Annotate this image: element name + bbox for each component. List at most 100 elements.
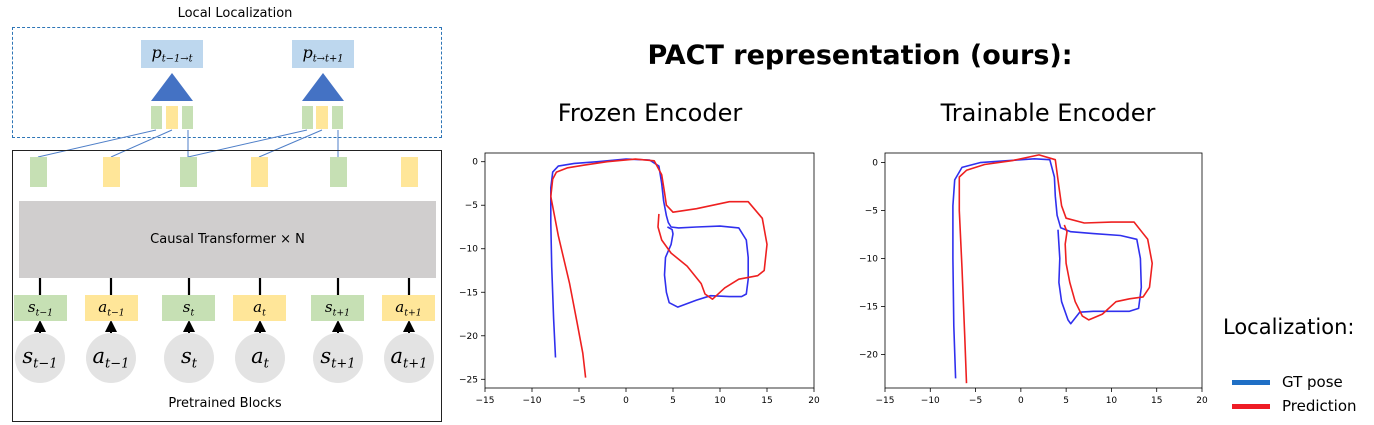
- embed-sub: t−1: [35, 307, 54, 319]
- head-2-block-s-left: [302, 106, 313, 129]
- input-circle-a-tm1: at−1: [86, 333, 136, 383]
- embed-base: s: [182, 297, 191, 316]
- input-sub: t+1: [403, 356, 428, 372]
- x-tick-label: −10: [921, 396, 940, 406]
- legend-item-gt: GT pose: [1232, 373, 1343, 391]
- input-circle-a-tp1: at+1: [384, 333, 434, 383]
- input-circle-s-tm1: st−1: [15, 333, 65, 383]
- input-sub: t−1: [33, 356, 58, 372]
- series-line-prediction: [958, 154, 1154, 384]
- x-tick-label: 5: [1063, 396, 1069, 406]
- embed-sub: t: [262, 307, 266, 319]
- x-tick-label: −5: [572, 396, 585, 406]
- head-1-base: p: [151, 43, 162, 63]
- pretrained-blocks-box: [12, 150, 442, 422]
- chart-title-frozen: Frozen Encoder: [557, 99, 743, 127]
- embed-token-a-t: at: [233, 295, 286, 321]
- embed-token-s-tp1: st+1: [311, 295, 364, 321]
- input-base: s: [320, 344, 332, 369]
- y-tick-label: −10: [859, 255, 878, 265]
- input-sub: t: [191, 356, 197, 372]
- output-token-a-2: [251, 157, 268, 187]
- output-token-a-1: [103, 157, 120, 187]
- embed-token-s-t: st: [162, 295, 215, 321]
- x-tick-label: −15: [476, 396, 495, 406]
- y-tick-label: −5: [865, 207, 878, 217]
- y-tick-label: −20: [859, 350, 878, 360]
- embed-token-a-tm1: at−1: [85, 295, 138, 321]
- head-1-block-s-right: [182, 106, 193, 129]
- output-token-a-3: [401, 157, 418, 187]
- embed-base: a: [98, 297, 108, 316]
- input-circle-s-tp1: st+1: [313, 333, 363, 383]
- embed-sub: t+1: [332, 307, 351, 319]
- y-tick-label: −5: [465, 201, 478, 211]
- y-tick-label: −20: [459, 332, 478, 342]
- embed-sub: t−1: [107, 307, 125, 319]
- y-tick-label: −25: [459, 375, 478, 385]
- input-base: s: [22, 344, 34, 369]
- head-1-sub: t−1→t: [161, 53, 193, 65]
- pretrained-blocks-label: Pretrained Blocks: [168, 396, 282, 411]
- x-tick-label: 0: [1018, 396, 1024, 406]
- embed-sub: t+1: [404, 307, 422, 319]
- y-tick-label: 0: [472, 158, 478, 168]
- y-tick-label: −15: [459, 288, 478, 298]
- embed-sub: t: [190, 307, 195, 319]
- y-tick-label: −15: [859, 302, 878, 312]
- x-tick-label: −15: [876, 396, 895, 406]
- output-token-s-3: [330, 157, 347, 187]
- output-token-s-1: [30, 157, 47, 187]
- x-tick-label: 10: [714, 396, 726, 406]
- x-tick-label: −10: [523, 396, 542, 406]
- head-triangle-1: [151, 73, 193, 101]
- plot-frame: [884, 152, 1203, 389]
- legend-swatch-prediction: [1232, 403, 1270, 409]
- results-title: PACT representation (ours):: [647, 40, 1073, 71]
- input-base: a: [92, 344, 106, 369]
- embed-base: a: [253, 297, 263, 316]
- local-localization-title: Local Localization: [177, 6, 293, 21]
- head-1-block-a: [166, 106, 178, 129]
- causal-transformer-block: Causal Transformer × N: [19, 201, 436, 278]
- x-tick-label: 20: [1196, 396, 1208, 406]
- series-line-gt-pose: [550, 158, 750, 358]
- legend-swatch-gt: [1232, 379, 1270, 385]
- x-tick-label: −5: [969, 396, 982, 406]
- output-token-s-2: [180, 157, 197, 187]
- y-tick-label: 0: [872, 159, 878, 169]
- x-tick-label: 20: [808, 396, 820, 406]
- plot-frozen-encoder: −15 −10 −5 0 5 10 15 20 0 −5 −10 −15 −20 −25: [459, 152, 820, 406]
- series-line-prediction: [550, 158, 768, 378]
- head-2-base: p: [302, 43, 313, 63]
- local-localization-box: [12, 27, 442, 138]
- legend-item-prediction: Prediction: [1232, 397, 1357, 415]
- embed-token-s-tm1: st−1: [14, 295, 67, 321]
- x-tick-label: 5: [670, 396, 676, 406]
- embed-token-a-tp1: at+1: [382, 295, 435, 321]
- input-sub: t+1: [331, 356, 356, 372]
- x-tick-label: 15: [761, 396, 772, 406]
- head-connections: [37, 73, 344, 158]
- head-triangle-2: [302, 73, 344, 101]
- legend-label-gt: GT pose: [1282, 373, 1343, 391]
- chart-title-trainable: Trainable Encoder: [940, 99, 1156, 127]
- embed-base: a: [395, 297, 405, 316]
- head-2-block-a: [316, 106, 328, 129]
- input-circle-a-t: at: [235, 333, 285, 383]
- y-tick-label: −10: [459, 245, 478, 255]
- embed-base: s: [324, 297, 333, 316]
- input-sub: t−1: [105, 356, 130, 372]
- input-circle-s-t: st: [164, 333, 214, 383]
- input-base: a: [390, 344, 404, 369]
- x-tick-label: 15: [1151, 396, 1162, 406]
- head-1-block-s-left: [151, 106, 162, 129]
- legend-title: Localization:: [1223, 315, 1355, 339]
- local-head-output-2: pt→t+1: [292, 40, 354, 68]
- input-sub: t: [263, 356, 269, 372]
- series-line-gt-pose: [952, 158, 1143, 379]
- causal-transformer-label: Causal Transformer × N: [150, 232, 305, 247]
- input-base: s: [180, 344, 192, 369]
- input-base: a: [251, 344, 264, 369]
- legend-label-prediction: Prediction: [1282, 397, 1357, 415]
